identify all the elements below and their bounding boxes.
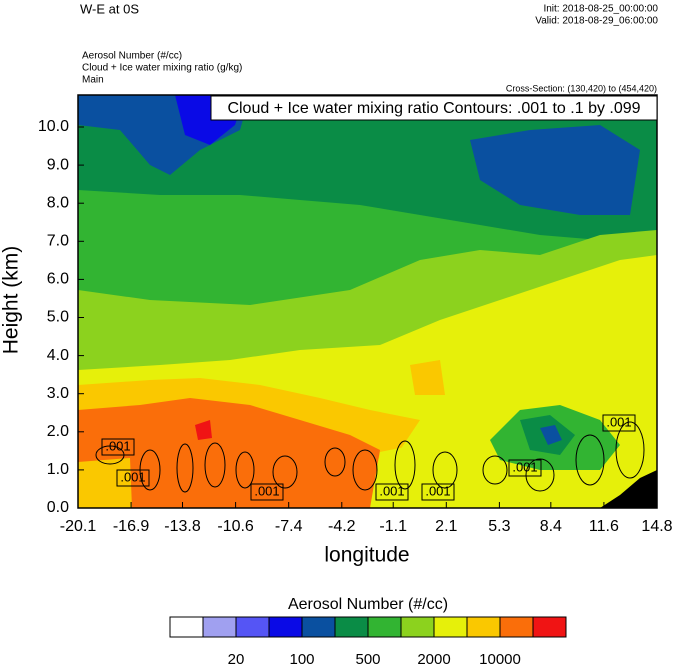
y-tick-label: 7.0 [47,233,69,250]
field-fill [195,420,212,440]
colorbar-box [400,616,435,638]
colorbar-box [202,616,237,638]
x-tick-label: -13.8 [164,518,201,535]
contour-line [352,449,378,491]
colorbar-label: 20 [228,651,245,667]
colorbar-label: 10000 [479,651,521,667]
colorbar-label: 500 [355,651,380,667]
colorbar-box [433,616,468,638]
y-tick-label: 4.0 [47,347,69,364]
contour-line [615,421,645,479]
x-tick-label: 11.6 [589,518,619,535]
y-tick-label: 8.0 [47,194,69,211]
contour-label-box [602,414,636,432]
colorbar-label: 100 [289,651,314,667]
contour-label-box [101,438,135,456]
contour-label: .001 [254,483,279,498]
x-axis-label: longitude [324,544,409,567]
contour-line [272,455,298,489]
y-tick-label: 1.0 [47,461,69,478]
terrain [600,470,657,508]
contour-label-box [375,483,409,501]
contour-label-box [508,459,542,477]
colorbar-label: 2000 [417,651,450,667]
field-fill [540,425,562,445]
field-fill [372,440,500,508]
x-tick-label: -16.9 [113,518,150,535]
y-tick-label: 3.0 [47,385,69,402]
x-tick-label: -7.4 [275,518,303,535]
field-fill [410,360,445,395]
contour-label-box [421,483,455,501]
colorbar-box [301,616,336,638]
plot-frame [77,94,658,509]
colorbar-box [169,616,204,638]
contour-line [482,455,508,485]
y-tick-label: 2.0 [47,423,69,440]
field-fill [78,398,380,508]
colorbar-box [235,616,270,638]
x-tick-label: -10.6 [217,518,254,535]
subtitle: Aerosol Number (#/cc) [82,51,182,62]
contour-line [394,440,416,490]
contour-label: .001 [379,483,404,498]
subtitle: Main [82,75,104,86]
contour-line [324,447,346,477]
contour-line [575,434,605,486]
x-tick-label: 14.8 [641,518,672,535]
colorbar-box [532,616,567,638]
x-tick-label: 8.4 [540,518,562,535]
colorbar-box [334,616,369,638]
colorbar-box [268,616,303,638]
contour-info-box [210,95,658,121]
contour-label-box [116,469,150,487]
colorbar-title: Aerosol Number (#/cc) [288,596,448,613]
contour-label: .001 [606,414,631,429]
x-tick-label: 2.1 [435,518,457,535]
valid-time: Valid: 2018-08-29_06:00:00 [535,16,658,27]
contour-line [176,443,194,493]
y-tick-label: 10.0 [38,118,69,135]
chart-title: W-E at 0S [80,1,139,16]
cross-section: Cross-Section: (130,420) to (454,420) [506,83,657,93]
y-tick-label: 5.0 [47,309,69,326]
y-axis-label: Height (km) [0,246,23,355]
colorbar-box [499,616,534,638]
x-tick-label: -1.1 [379,518,407,535]
init-time: Init: 2018-08-25_00:00:00 [543,4,658,15]
contour-line [204,442,226,488]
field-fill [470,125,640,215]
contour-label: .001 [120,469,145,484]
colorbar-box [466,616,501,638]
x-tick-label: -20.1 [60,518,97,535]
contour-line [235,451,255,489]
subtitle: Cloud + Ice water mixing ratio (g/kg) [82,63,242,74]
x-tick-label: -4.2 [328,518,356,535]
y-tick-label: 6.0 [47,271,69,288]
contour-label: .001 [105,438,130,453]
y-tick-label: 9.0 [47,156,69,173]
y-tick-label: 0.0 [47,499,69,516]
contour-line [525,458,555,492]
contour-label: .001 [512,459,537,474]
contour-field [78,95,657,508]
contour-label: .001 [425,483,450,498]
contour-label-box [250,483,284,501]
contour-info: Cloud + Ice water mixing ratio Contours:… [227,100,640,117]
colorbar-box [367,616,402,638]
contour-line [432,451,458,489]
x-tick-label: 5.3 [488,518,510,535]
